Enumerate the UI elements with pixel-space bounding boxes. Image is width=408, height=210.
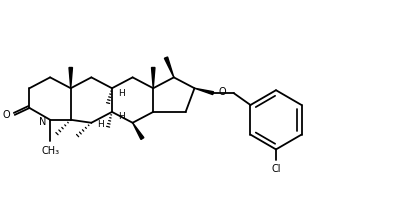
Text: H: H bbox=[118, 112, 124, 121]
Text: N: N bbox=[39, 117, 46, 127]
Polygon shape bbox=[133, 123, 144, 139]
Text: H: H bbox=[118, 89, 124, 98]
Polygon shape bbox=[151, 67, 155, 88]
Text: Cl: Cl bbox=[271, 164, 281, 174]
Text: H: H bbox=[97, 120, 104, 129]
Text: O: O bbox=[218, 87, 226, 97]
Polygon shape bbox=[69, 67, 73, 88]
Text: CH₃: CH₃ bbox=[41, 146, 59, 156]
Polygon shape bbox=[195, 88, 213, 95]
Text: O: O bbox=[2, 110, 10, 120]
Polygon shape bbox=[164, 57, 174, 77]
